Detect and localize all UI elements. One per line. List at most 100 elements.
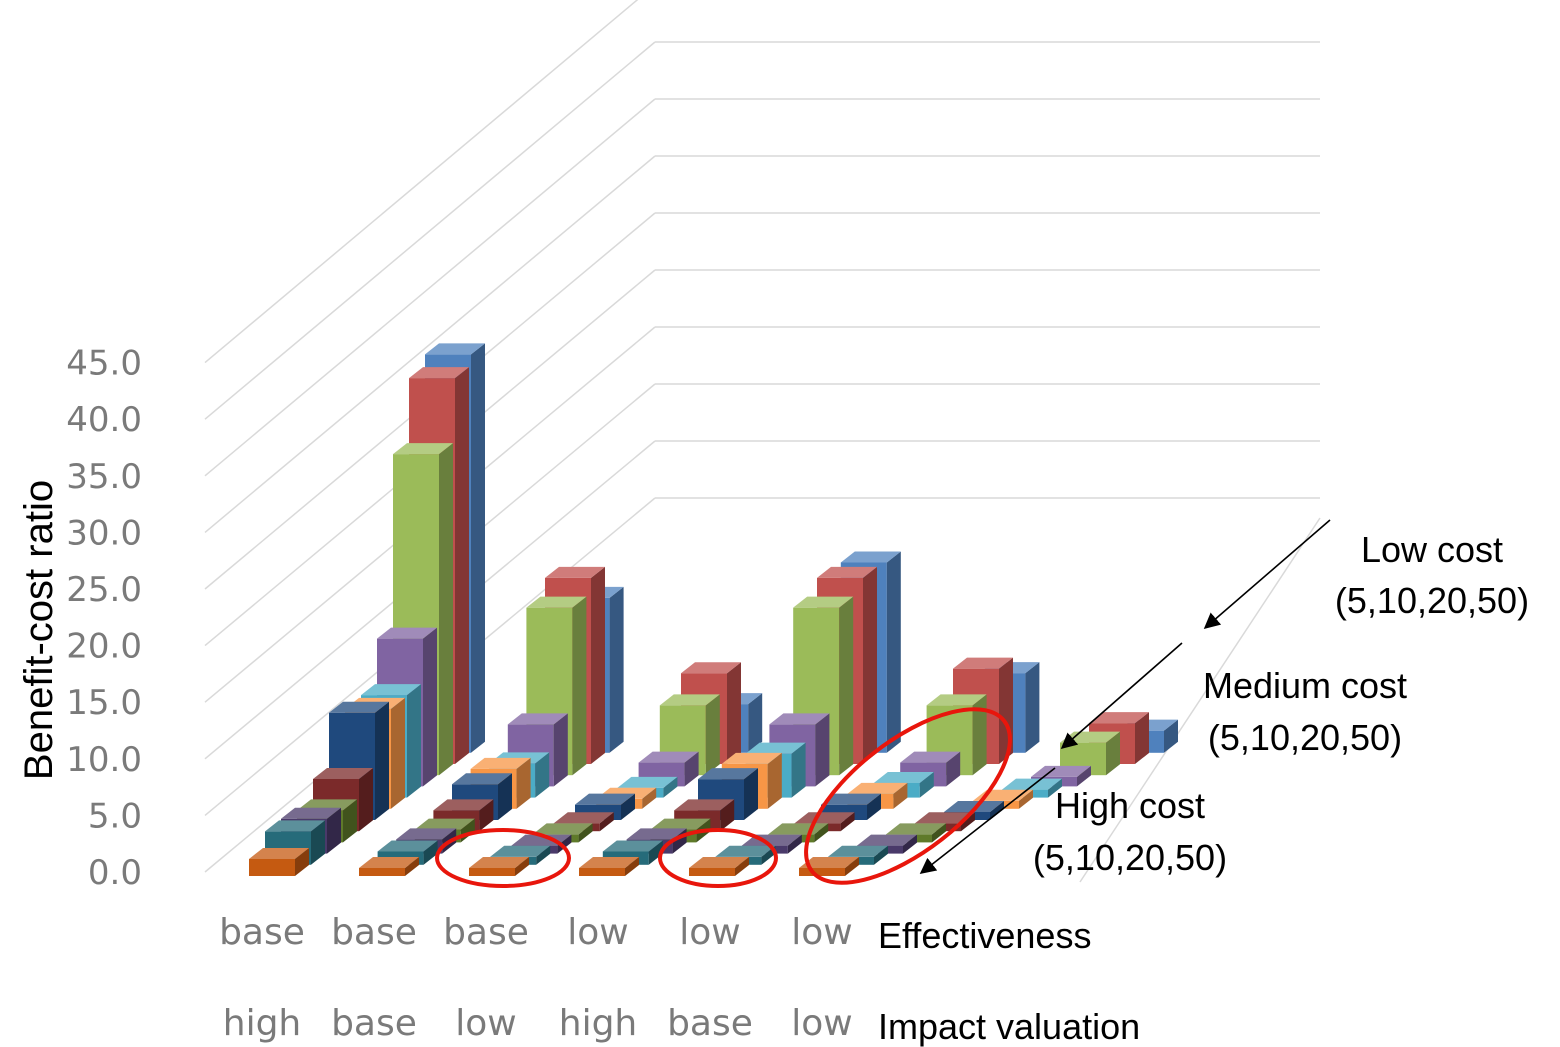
bar-side-face: [557, 834, 572, 854]
category-tick-label: base: [443, 912, 529, 953]
highlight-ellipse: [658, 828, 778, 888]
bar-top-face: [900, 751, 961, 763]
highlight-ellipse: [804, 707, 1012, 885]
bar-front-face: [249, 858, 295, 876]
bar-side-face: [642, 787, 657, 809]
bar-top-face: [745, 742, 806, 754]
bar-top-face: [721, 752, 782, 764]
bar-front-face: [359, 868, 405, 876]
bar-top-face: [433, 799, 494, 811]
bar-top-face: [575, 793, 635, 805]
bar-side-face: [343, 799, 357, 843]
bar-front-face: [469, 868, 515, 876]
bar-top-face: [769, 713, 830, 725]
bar-top-face: [828, 845, 888, 857]
bar-side-face: [591, 566, 605, 764]
y-tick-label: 25.0: [66, 570, 142, 610]
cost-group-sublabel: (5,10,20,50): [1208, 717, 1402, 758]
bar-side-face: [903, 834, 917, 854]
bar-side-face: [407, 684, 421, 798]
bar-top-face: [579, 857, 639, 868]
bar-side-face: [327, 807, 341, 854]
bar-side-face: [946, 751, 961, 787]
bar-top-face: [626, 828, 687, 840]
depth-arrow: [1060, 642, 1183, 750]
bar-front-face: [689, 868, 735, 876]
bar-top-face: [1002, 778, 1062, 790]
floor-edge: [1079, 517, 1321, 883]
bar-top-face: [926, 694, 987, 706]
bar-top-face: [313, 767, 373, 779]
bar-side-face: [609, 586, 624, 753]
category-row-label: Effectiveness: [878, 915, 1091, 956]
bar-top-face: [650, 818, 711, 830]
bar-top-face: [526, 596, 587, 608]
bar-top-face: [329, 701, 389, 713]
bar-side-face: [814, 823, 829, 843]
bar-side-face: [625, 857, 639, 876]
bar-side-face: [767, 752, 782, 809]
cost-group-sublabel: (5,10,20,50): [1335, 580, 1529, 621]
bar-side-face: [536, 845, 551, 865]
bar-side-face: [423, 627, 437, 787]
bar-side-face: [391, 697, 405, 809]
bar-side-face: [705, 694, 720, 776]
y-tick-label: 5.0: [88, 796, 142, 836]
y-tick-label: 45.0: [66, 344, 142, 384]
bar-side-face: [961, 812, 975, 832]
depth-arrow: [1203, 519, 1331, 630]
category-tick-label: base: [219, 912, 305, 953]
bar-side-face: [359, 767, 373, 832]
highlight-ellipses: [435, 707, 1012, 888]
y-tick-label: 10.0: [66, 740, 142, 780]
bar-side-face: [932, 823, 946, 843]
bar-top-face: [681, 662, 741, 674]
bar-side-face: [787, 834, 802, 854]
gridline-diagonal: [204, 41, 656, 420]
bar-top-face: [532, 823, 593, 835]
bar-side-face: [1106, 731, 1120, 776]
bar-side-face: [815, 713, 830, 787]
bar-top-face: [638, 751, 699, 763]
bar-side-face: [874, 845, 888, 865]
bar-top-face: [409, 367, 469, 379]
bar-side-face: [1025, 662, 1040, 753]
bar-top-face: [799, 857, 859, 868]
bar-top-face: [915, 812, 975, 824]
bar-top-face: [847, 782, 908, 794]
bar-side-face: [439, 443, 453, 776]
bar-side-face: [572, 596, 587, 776]
bar-top-face: [698, 768, 758, 780]
bar-side-face: [405, 857, 419, 876]
category-tick-label: low: [791, 912, 852, 953]
bar-top-face: [617, 776, 678, 788]
category-tick-label: high: [223, 1003, 302, 1044]
bar-side-face: [423, 840, 438, 865]
y-axis-ticks: 0.0 5.0 10.0 15.0 20.0 25.0 30.0 35.0 40.0 45.0: [66, 344, 142, 893]
bar-side-face: [648, 840, 663, 865]
bar-side-face: [972, 694, 987, 776]
bar-top-face: [794, 812, 855, 824]
bar-top-face: [659, 694, 720, 706]
bar-top-face: [414, 818, 475, 830]
y-tick-label: 35.0: [66, 457, 142, 497]
bar-top-face: [396, 828, 457, 840]
bar-side-face: [720, 799, 735, 832]
bar-side-face: [744, 768, 758, 820]
y-tick-label: 20.0: [66, 627, 142, 667]
bar-top-face: [377, 840, 438, 852]
bar-side-face: [535, 752, 550, 798]
bar-top-face: [265, 820, 325, 832]
gridlines: [204, 0, 1321, 883]
bar-side-face: [553, 713, 568, 787]
bar-front-face: [579, 868, 625, 876]
bar-top-face: [674, 799, 735, 811]
bar-top-face: [490, 845, 551, 857]
gridline-diagonal: [204, 155, 656, 533]
bar-side-face: [311, 820, 325, 865]
bar-top-face: [393, 443, 453, 455]
bar-top-face: [886, 823, 946, 835]
bar-top-face: [361, 684, 421, 696]
bar-top-face: [469, 857, 529, 868]
